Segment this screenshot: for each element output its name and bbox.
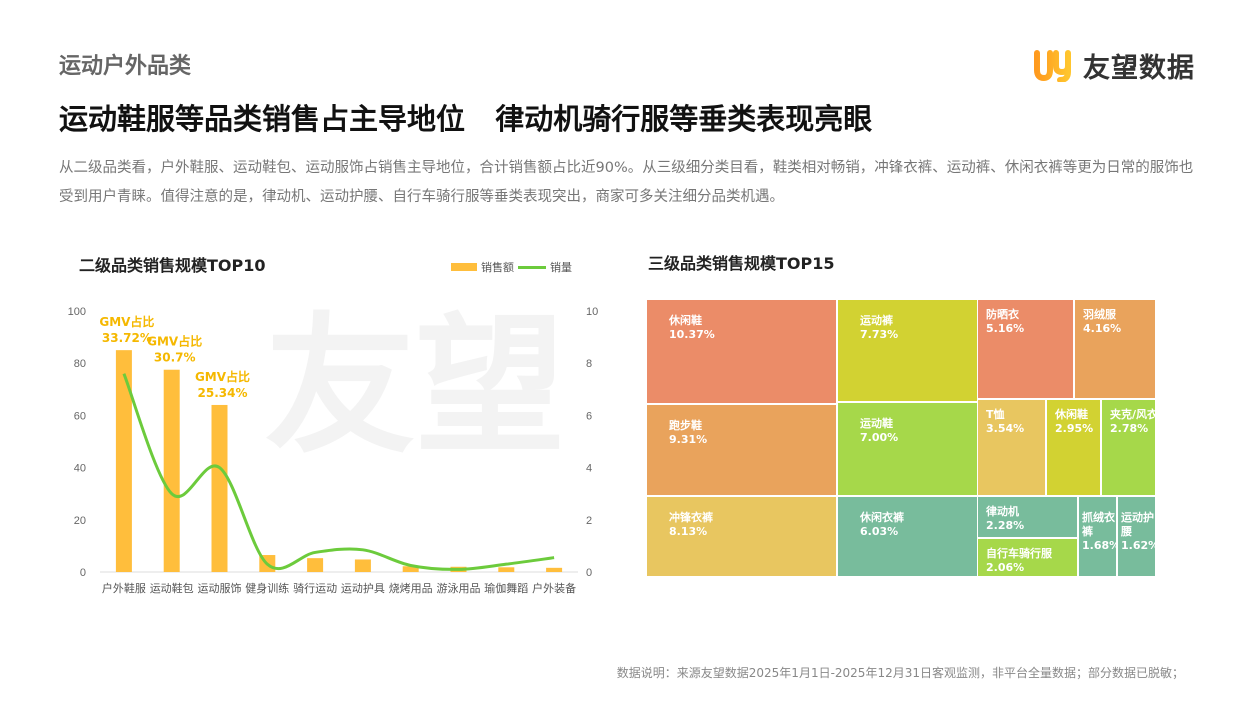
gmv-label-value: 30.7% [154, 351, 196, 365]
tile-value: 5.16% [986, 322, 1025, 335]
tile-value: 2.28% [986, 519, 1025, 532]
tile-label: 律动机 [986, 505, 1019, 518]
tile-label: 休闲鞋 [669, 314, 702, 327]
tile-label: 休闲鞋 [1055, 408, 1088, 421]
tile-label: 运动裤 [860, 314, 893, 327]
treemap-tile: T恤 3.54% [978, 400, 1045, 495]
y2-tick-label: 10 [586, 306, 598, 318]
tile-value: 2.78% [1110, 422, 1149, 435]
x-tick-label: 瑜伽舞蹈 [484, 581, 528, 595]
watermark: 友望 [265, 300, 566, 474]
y2-tick-label: 6 [586, 410, 592, 422]
x-tick-label: 运动鞋包 [150, 581, 194, 595]
treemap-tile: 冲锋衣裤 8.13% [647, 497, 836, 576]
tile-label: 跑步鞋 [669, 419, 702, 432]
tile-label: 抓绒衣裤 [1082, 511, 1115, 538]
y-tick-label: 100 [68, 306, 86, 318]
x-tick-label: 烧烤用品 [389, 581, 433, 595]
legend-label-volume: 销量 [550, 261, 572, 274]
bar [402, 566, 419, 572]
tile-value: 9.31% [669, 433, 708, 446]
tile-value: 8.13% [669, 525, 708, 538]
x-tick-label: 健身训练 [245, 581, 289, 595]
tile-value: 1.68% [1082, 539, 1121, 552]
brand-logo: 友望数据 [1033, 46, 1195, 85]
bar [498, 567, 515, 572]
tile-value: 4.16% [1083, 322, 1122, 335]
tile-value: 3.54% [986, 422, 1025, 435]
x-tick-label: 户外装备 [532, 581, 576, 595]
treemap-tile: 休闲鞋 2.95% [1047, 400, 1100, 495]
tile-label: 防晒衣 [986, 308, 1019, 321]
x-tick-label: 户外鞋服 [102, 581, 146, 595]
legend-label-sales: 销售额 [481, 261, 514, 274]
treemap-tile: 抓绒衣裤 1.68% [1079, 497, 1121, 576]
treemap-tile: 羽绒服 4.16% [1075, 300, 1155, 398]
y-tick-label: 80 [74, 358, 86, 370]
left-chart-title: 二级品类销售规模TOP10 [79, 256, 266, 275]
bar [307, 558, 324, 572]
legend-swatch-bar [451, 263, 477, 271]
sales-volume-line [122, 373, 555, 571]
tile-value: 2.06% [986, 561, 1025, 574]
bar [163, 369, 180, 572]
tile-value: 10.37% [669, 328, 715, 341]
y-tick-label: 40 [74, 463, 86, 475]
x-tick-label: 骑行运动 [293, 582, 337, 595]
treemap-tile: 律动机 2.28% [978, 497, 1077, 537]
chart-legend: 销售额 销量 [451, 259, 572, 275]
treemap-tile: 运动护腰 1.62% [1118, 497, 1160, 576]
gmv-label-title: GMV占比 [147, 334, 202, 349]
tile-label: 休闲衣裤 [860, 511, 904, 524]
right-chart-title: 三级品类销售规模TOP15 [648, 254, 835, 273]
y2-tick-label: 0 [586, 567, 592, 579]
brand-name: 友望数据 [1083, 53, 1195, 84]
tile-label: 运动护腰 [1121, 511, 1154, 538]
gmv-label-value: 25.34% [198, 386, 248, 400]
x-tick-label: 运动服饰 [198, 581, 242, 595]
treemap-tile: 跑步鞋 9.31% [647, 405, 836, 495]
tile-label: T恤 [986, 408, 1005, 421]
gmv-label-title: GMV占比 [99, 314, 154, 329]
tile-value: 1.62% [1121, 539, 1160, 552]
y2-tick-label: 8 [586, 358, 592, 370]
gmv-label-value: 33.72% [102, 331, 152, 345]
treemap-tile: 休闲衣裤 6.03% [838, 497, 977, 576]
tile-label: 冲锋衣裤 [669, 511, 713, 524]
bar [211, 404, 228, 572]
treemap-tile: 自行车骑行服 2.06% [978, 539, 1077, 576]
treemap-tile: 运动鞋 7.00% [838, 403, 977, 495]
treemap-tile: 防晒衣 5.16% [978, 300, 1073, 398]
section-label: 运动户外品类 [59, 54, 192, 79]
y-tick-label: 20 [74, 515, 86, 527]
tile-label: 运动鞋 [860, 417, 893, 430]
bar [546, 567, 563, 572]
logo-icon [1034, 49, 1071, 82]
y2-tick-label: 4 [586, 463, 592, 475]
treemap-tile: 运动裤 7.73% [838, 300, 977, 401]
tile-label: 夹克/风衣 [1110, 408, 1159, 421]
x-tick-label: 运动护具 [341, 581, 385, 595]
tile-value: 6.03% [860, 525, 899, 538]
description: 从二级品类看，户外鞋服、运动鞋包、运动服饰占销售主导地位，合计销售额占比近90%… [59, 160, 1194, 205]
legend-swatch-line [518, 265, 546, 269]
treemap-tile: 休闲鞋 10.37% [647, 300, 836, 403]
tile-label: 自行车骑行服 [986, 547, 1052, 560]
bar [354, 559, 371, 572]
y-tick-label: 60 [74, 410, 86, 422]
treemap-tile: 夹克/风衣 2.78% [1102, 400, 1158, 495]
bar [115, 350, 132, 572]
y2-tick-label: 2 [586, 515, 592, 527]
tile-label: 羽绒服 [1083, 308, 1116, 321]
x-tick-label: 游泳用品 [437, 581, 481, 595]
tile-value: 7.00% [860, 431, 899, 444]
page-title: 运动鞋服等品类销售占主导地位 律动机骑行服等垂类表现亮眼 [59, 102, 873, 136]
tile-value: 2.95% [1055, 422, 1094, 435]
y-tick-label: 0 [80, 567, 86, 579]
tile-value: 7.73% [860, 328, 899, 341]
footer-note: 数据说明：来源友望数据2025年1月1日-2025年12月31日客观监测，非平台… [616, 666, 1184, 680]
gmv-label-title: GMV占比 [195, 369, 250, 384]
